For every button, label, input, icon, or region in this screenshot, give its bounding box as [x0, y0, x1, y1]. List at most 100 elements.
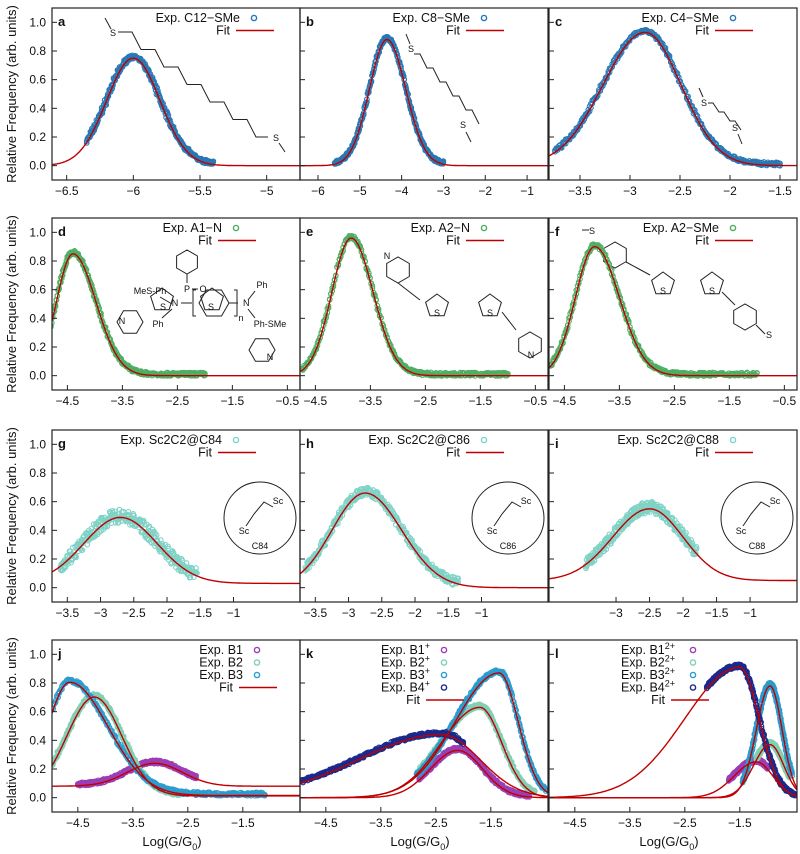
plot-area	[549, 241, 797, 379]
data-point	[585, 109, 592, 116]
x-tick-label: −6	[311, 184, 325, 198]
x-tick-label: −3	[623, 184, 637, 198]
data-point	[379, 40, 386, 47]
y-tick-label: 0.4	[29, 101, 46, 115]
legend-name: Exp. C4−SMe	[642, 11, 720, 25]
molecule-structure-a: SS	[104, 17, 286, 153]
legend-fit-label: Fit	[198, 234, 212, 248]
x-tick-label: −6.5	[55, 184, 79, 198]
panel-letter: f	[555, 224, 560, 239]
atom-label: Sc	[736, 526, 747, 536]
panel-letter: b	[306, 14, 314, 29]
panel-letter: h	[306, 436, 314, 451]
x-tick-label: −4.5	[56, 394, 80, 408]
atom-label: O	[199, 284, 206, 294]
atom-label: S	[660, 286, 666, 296]
x-tick-label: −5	[260, 184, 274, 198]
panel-frame	[51, 7, 301, 181]
x-tick-label: −2.5	[166, 394, 190, 408]
atom-label: Ph	[152, 319, 163, 329]
atom-label: P	[184, 284, 190, 294]
x-tick-label: −3.5	[121, 816, 145, 830]
ring	[248, 338, 276, 362]
legend-label: Exp. A2−N	[411, 221, 470, 235]
x-tick-label: −5	[353, 184, 367, 198]
legend-label: Exp. B3	[199, 668, 243, 682]
y-tick-label: 0.6	[29, 283, 46, 297]
atom-label: Sc	[521, 496, 532, 506]
panel-frame	[299, 429, 549, 603]
x-tick-label: −1	[743, 606, 757, 620]
series-h-1	[302, 484, 462, 588]
x-tick-label: −4.5	[304, 394, 328, 408]
ring	[200, 287, 224, 311]
ring	[733, 303, 757, 331]
x-tick-label: −2	[160, 606, 174, 620]
panel-a: SS−6.5 −6 −5.5 −50.00.20.40.60.81.0 a Exp. C1…	[29, 7, 301, 198]
x-tick-label: −2	[723, 184, 737, 198]
bracket	[192, 289, 196, 317]
x-tick-label: −3	[342, 606, 356, 620]
y-tick-label: 0.8	[29, 676, 46, 690]
legend-name: Exp. A2−SMe	[643, 221, 719, 235]
legend-label: Exp. Sc2C2@C86	[368, 433, 470, 447]
data-point	[65, 560, 71, 567]
series-c-1	[552, 26, 783, 169]
x-tick-label: −0.5	[276, 394, 300, 408]
bracket	[234, 289, 238, 317]
y-tick-label: 0.4	[29, 311, 46, 325]
x-tick-label: −1	[475, 606, 489, 620]
x-tick-label: −3.5	[568, 184, 592, 198]
data-point	[73, 553, 79, 560]
y-tick-label: 0.2	[29, 340, 46, 354]
series-a-1	[83, 52, 217, 167]
y-tick-label: 0.8	[29, 466, 46, 480]
legend-fit-label: Fit	[695, 234, 709, 248]
legend-marker	[729, 436, 737, 444]
atom-label: n	[238, 313, 243, 323]
x-tick-label: −1.5	[705, 606, 729, 620]
data-point	[581, 116, 588, 123]
x-tick-label: −2.5	[638, 606, 662, 620]
panel-frame	[548, 217, 798, 391]
x-tick-label: −3.5	[303, 606, 327, 620]
ring	[425, 293, 449, 317]
series-g-1	[57, 506, 200, 581]
data-point	[153, 532, 160, 538]
data-point	[417, 548, 424, 555]
x-tick-label: −3	[609, 606, 623, 620]
bond	[414, 53, 480, 125]
data-point	[693, 545, 700, 552]
x-tick-label: −4.5	[66, 816, 90, 830]
y-tick-label: 1.0	[29, 647, 46, 661]
ring	[478, 293, 502, 317]
x-tick-label: −2	[408, 606, 422, 620]
legend-fit-label: Fit	[216, 24, 230, 38]
y-tick-label: 1.0	[29, 15, 46, 29]
data-point	[693, 543, 700, 550]
bond	[161, 308, 173, 319]
atom-label: S	[766, 330, 772, 340]
bond	[742, 501, 771, 527]
atom-label: C86	[500, 541, 517, 551]
atom-label: N	[172, 298, 179, 308]
data-point	[688, 537, 695, 543]
atom-label: N	[384, 251, 391, 261]
panel-d: P OS SNN−4.5 −3.5 −2.5 −1.5 −0.50.00.20.40.60.…	[29, 217, 301, 408]
legend-marker	[729, 224, 737, 232]
plot-area	[300, 232, 548, 379]
legend-marker	[253, 671, 261, 679]
x-tick-label: −2.5	[414, 394, 438, 408]
bond	[278, 142, 286, 153]
legend-name: Exp. C12−SMe	[156, 11, 240, 25]
legend-name: Exp. Sc2C2@C86	[368, 433, 470, 447]
y-tick-label: 0.2	[29, 552, 46, 566]
data-point	[187, 574, 194, 581]
data-point	[423, 557, 430, 563]
